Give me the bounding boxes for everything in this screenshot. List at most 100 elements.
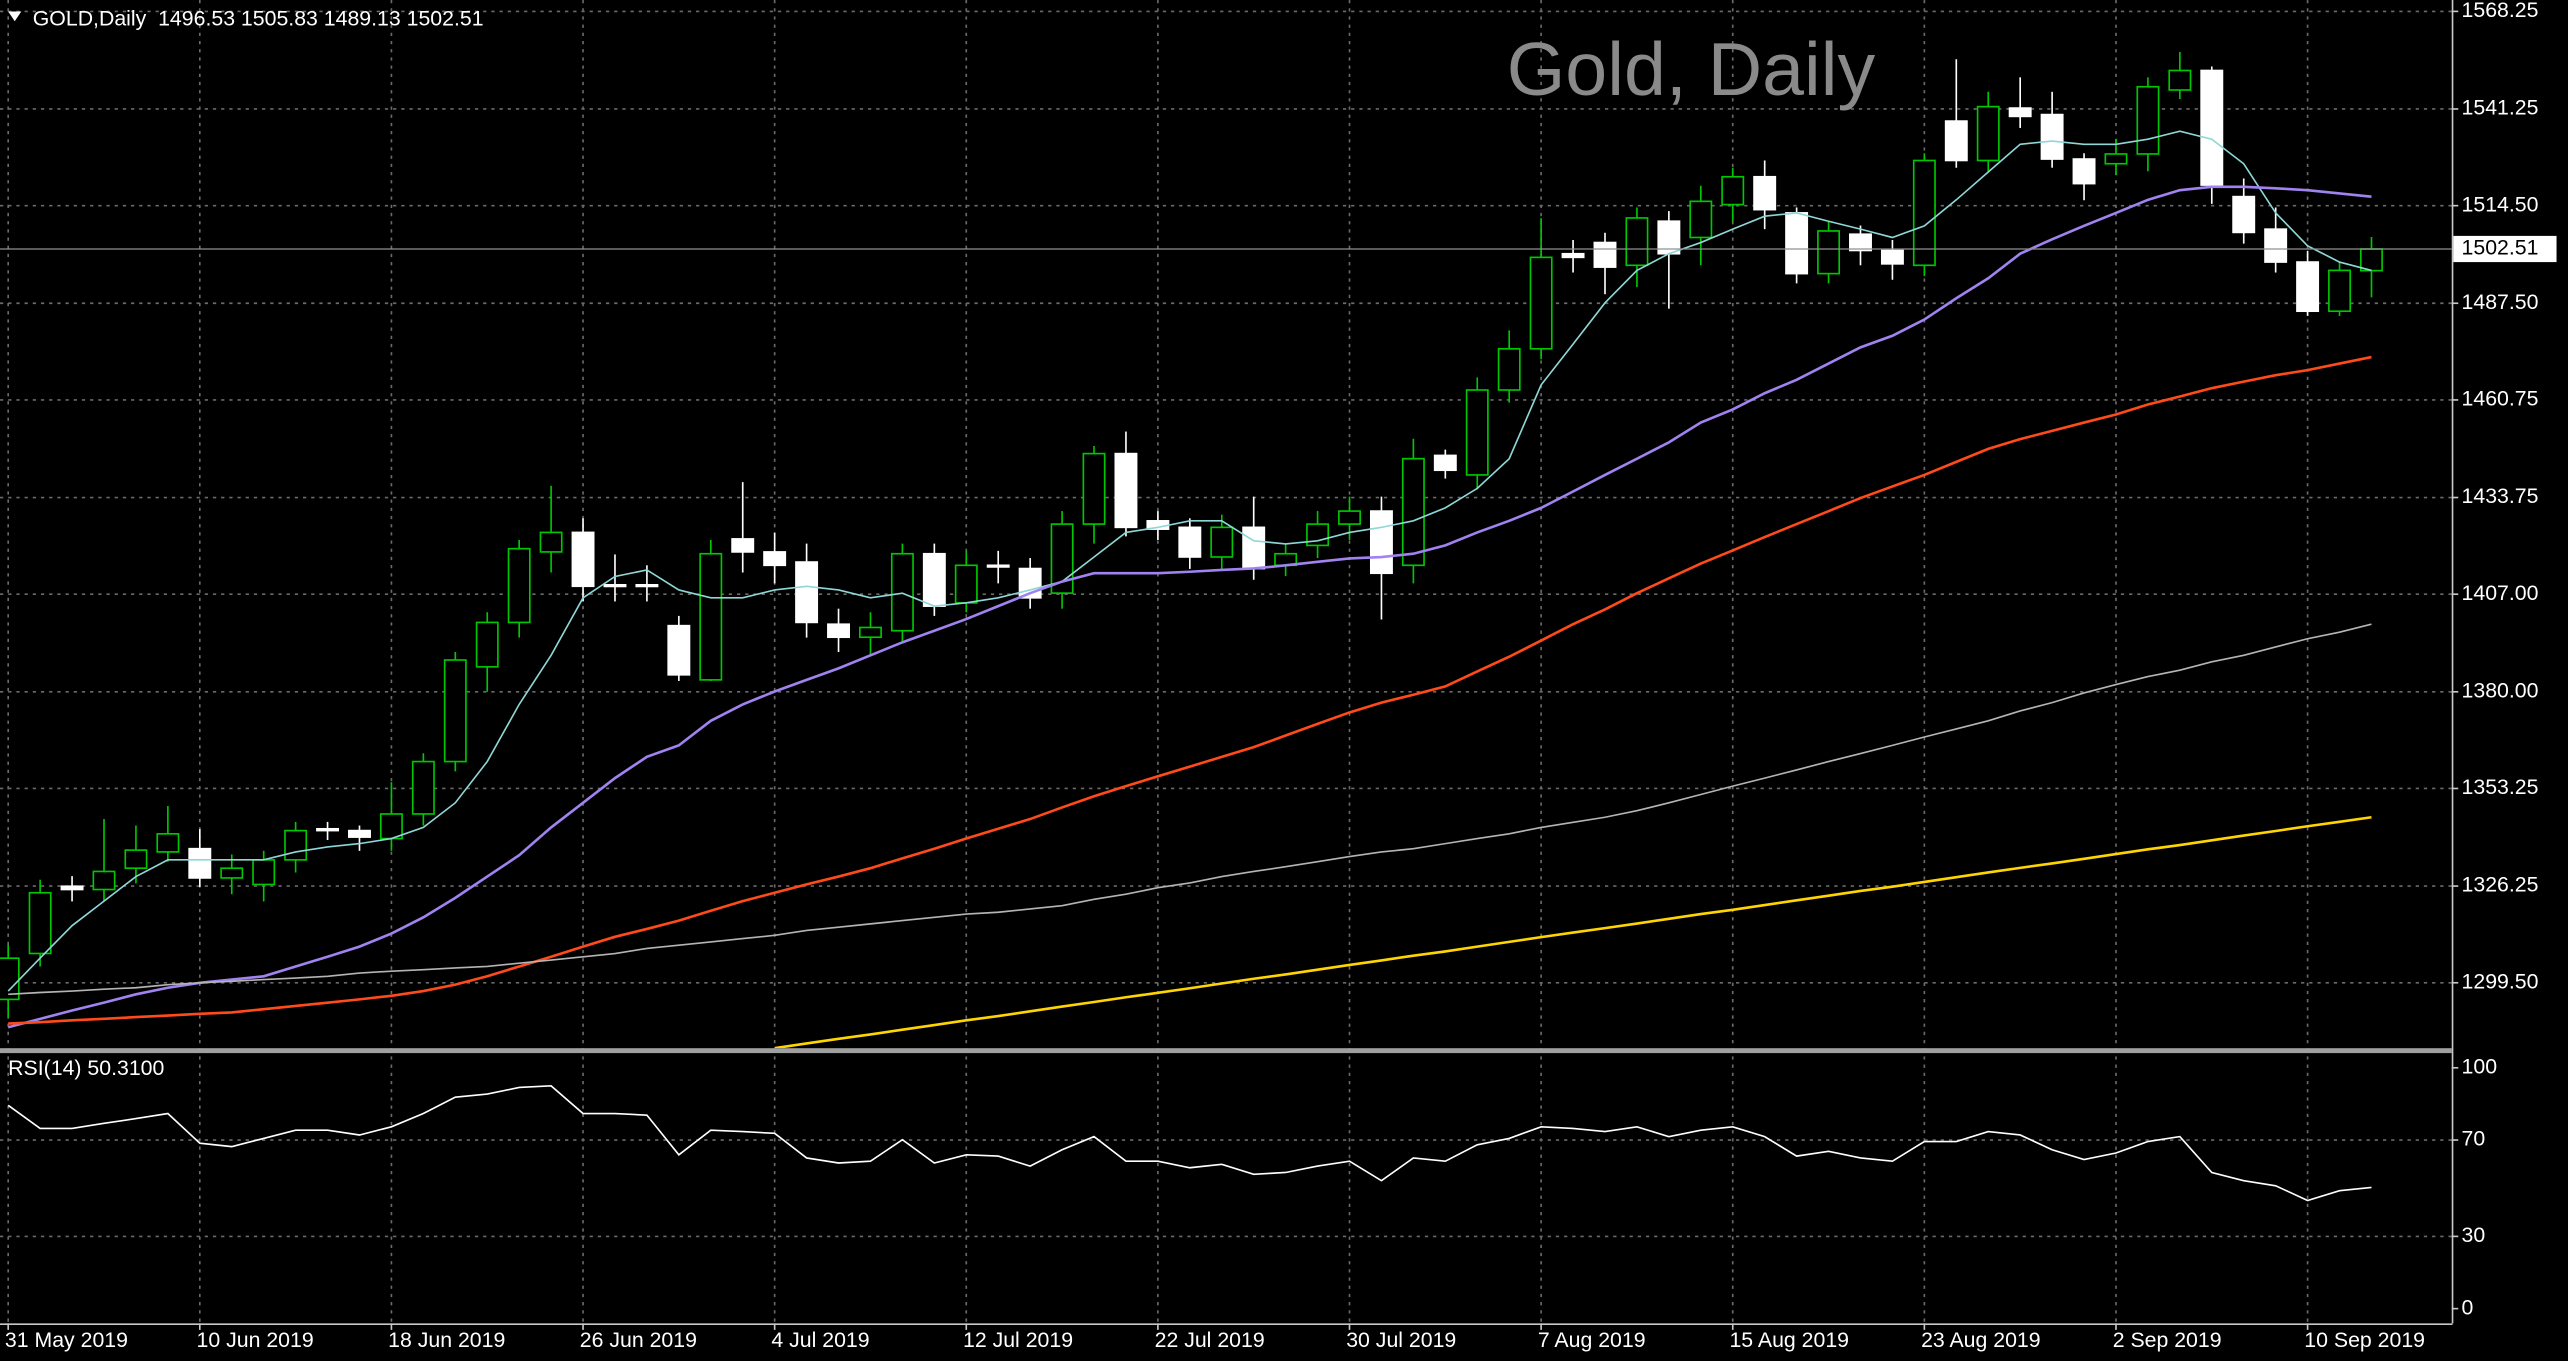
candle-body: [507, 547, 531, 624]
x-tick-label: 7 Aug 2019: [1538, 1328, 1646, 1352]
candle-body: [986, 564, 1010, 568]
candle-body: [2296, 261, 2320, 313]
x-tick-label: 18 Jun 2019: [388, 1328, 505, 1352]
candle-body: [1944, 120, 1968, 162]
moving-average-line: [7, 185, 2372, 1029]
candle-body: [859, 626, 882, 639]
x-tick-label: 4 Jul 2019: [771, 1328, 869, 1352]
candle-body: [667, 624, 691, 676]
candle-body: [1401, 457, 1425, 567]
rsi-tick-label: 30: [2462, 1223, 2486, 1247]
symbol-header: GOLD,Daily 1496.53 1505.83 1489.13 1502.…: [33, 6, 484, 30]
x-tick-label: 12 Jul 2019: [963, 1328, 1073, 1352]
candle-body: [1912, 159, 1936, 267]
candle-body: [2136, 85, 2160, 155]
candle-body: [2264, 228, 2288, 263]
candle-body: [539, 531, 563, 553]
moving-average-line: [774, 815, 2372, 1049]
header-arrow-icon: [8, 11, 22, 22]
candle-body: [2104, 153, 2128, 165]
last-price-box: [2453, 235, 2557, 263]
x-tick-label: 2 Sep 2019: [2113, 1328, 2222, 1352]
candle-body: [1561, 252, 1585, 259]
candle-body: [1785, 212, 1809, 275]
price-pane: [0, 52, 2452, 1049]
candle-body: [1465, 389, 1489, 476]
rsi-tick-label: 100: [2462, 1054, 2498, 1078]
candle-body: [316, 827, 340, 832]
candle-body: [763, 551, 787, 567]
moving-average-line: [7, 130, 2372, 992]
candle-body: [475, 621, 499, 668]
candle-body: [827, 623, 850, 639]
moving-average-line: [8, 623, 2372, 996]
x-tick-label: 30 Jul 2019: [1346, 1328, 1456, 1352]
candle-body: [571, 531, 595, 588]
candle-body: [890, 552, 914, 632]
y-tick-label: 1380.00: [2462, 678, 2539, 702]
candle-body: [348, 829, 371, 838]
y-tick-label: 1460.75: [2462, 387, 2539, 411]
candle-body: [1178, 526, 1202, 558]
y-tick-label: 1353.25: [2462, 775, 2539, 799]
candle-body: [1593, 241, 1617, 268]
candle-body: [2040, 113, 2064, 160]
candle-body: [1082, 452, 1106, 525]
pane-separator: [0, 1048, 2452, 1054]
candle-body: [1338, 510, 1361, 525]
candle-body: [1210, 526, 1234, 558]
candle-body: [0, 957, 20, 1001]
candle-body: [1114, 452, 1138, 529]
candle-body: [2200, 69, 2224, 186]
rsi-pane: [7, 1085, 2372, 1202]
x-tick-label: 10 Jun 2019: [197, 1328, 314, 1352]
indicator-label: RSI(14) 50.3100: [8, 1056, 164, 1080]
candle-body: [1880, 249, 1904, 265]
candle-body: [1625, 217, 1649, 267]
y-tick-label: 1568.25: [2462, 0, 2539, 22]
candle-body: [2328, 269, 2351, 313]
candle-body: [1976, 105, 2000, 162]
candle-body: [1369, 510, 1393, 575]
y-tick-label: 1514.50: [2462, 192, 2539, 216]
candle-body: [603, 583, 627, 588]
candle-body: [1529, 256, 1553, 350]
candle-body: [1849, 233, 1872, 252]
candle-body: [2072, 158, 2096, 185]
x-tick-label: 10 Sep 2019: [2304, 1328, 2425, 1352]
candle-body: [60, 885, 84, 891]
y-tick-label: 1541.25: [2462, 96, 2539, 120]
watermark-title: Gold, Daily: [1507, 27, 1876, 111]
candle-body: [2360, 248, 2383, 272]
x-tick-label: 26 Jun 2019: [580, 1328, 697, 1352]
y-tick-label: 1299.50: [2462, 969, 2539, 993]
x-tick-label: 31 May 2019: [5, 1328, 128, 1352]
rsi-tick-label: 70: [2462, 1127, 2486, 1151]
candle-body: [699, 552, 723, 681]
candle-body: [188, 847, 212, 879]
last-price-label: 1502.51: [2462, 236, 2539, 260]
candle-body: [1721, 175, 1745, 206]
candle-body: [28, 891, 52, 955]
x-tick-label: 22 Jul 2019: [1155, 1328, 1265, 1352]
x-tick-label: 15 Aug 2019: [1729, 1328, 1849, 1352]
candle-body: [284, 829, 308, 861]
candle-body: [922, 552, 946, 607]
y-tick-label: 1407.00: [2462, 581, 2539, 605]
candle-body: [124, 849, 148, 870]
y-tick-label: 1326.25: [2462, 873, 2539, 897]
rsi-line: [7, 1085, 2372, 1202]
candle-body: [2008, 107, 2032, 118]
candle-body: [443, 659, 467, 763]
candle-body: [92, 870, 116, 891]
y-tick-label: 1433.75: [2462, 484, 2539, 508]
candle-body: [2168, 69, 2192, 91]
candle-body: [1753, 175, 1777, 211]
x-tick-label: 23 Aug 2019: [1921, 1328, 2041, 1352]
candle-body: [411, 760, 435, 815]
candle-body: [220, 867, 244, 879]
candle-body: [379, 813, 403, 840]
